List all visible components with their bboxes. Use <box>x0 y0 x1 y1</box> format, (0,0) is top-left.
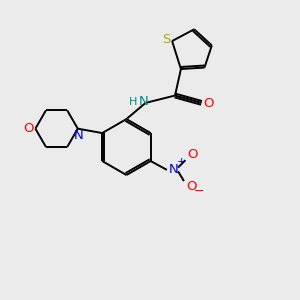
Text: N: N <box>169 163 178 176</box>
Text: H: H <box>129 97 137 107</box>
Text: O: O <box>186 181 196 194</box>
Text: S: S <box>163 33 171 46</box>
Text: N: N <box>74 129 83 142</box>
Text: N: N <box>138 95 148 108</box>
Text: −: − <box>194 184 204 198</box>
Text: O: O <box>24 122 34 135</box>
Text: O: O <box>203 97 213 110</box>
Text: O: O <box>187 148 198 161</box>
Text: +: + <box>177 157 186 166</box>
